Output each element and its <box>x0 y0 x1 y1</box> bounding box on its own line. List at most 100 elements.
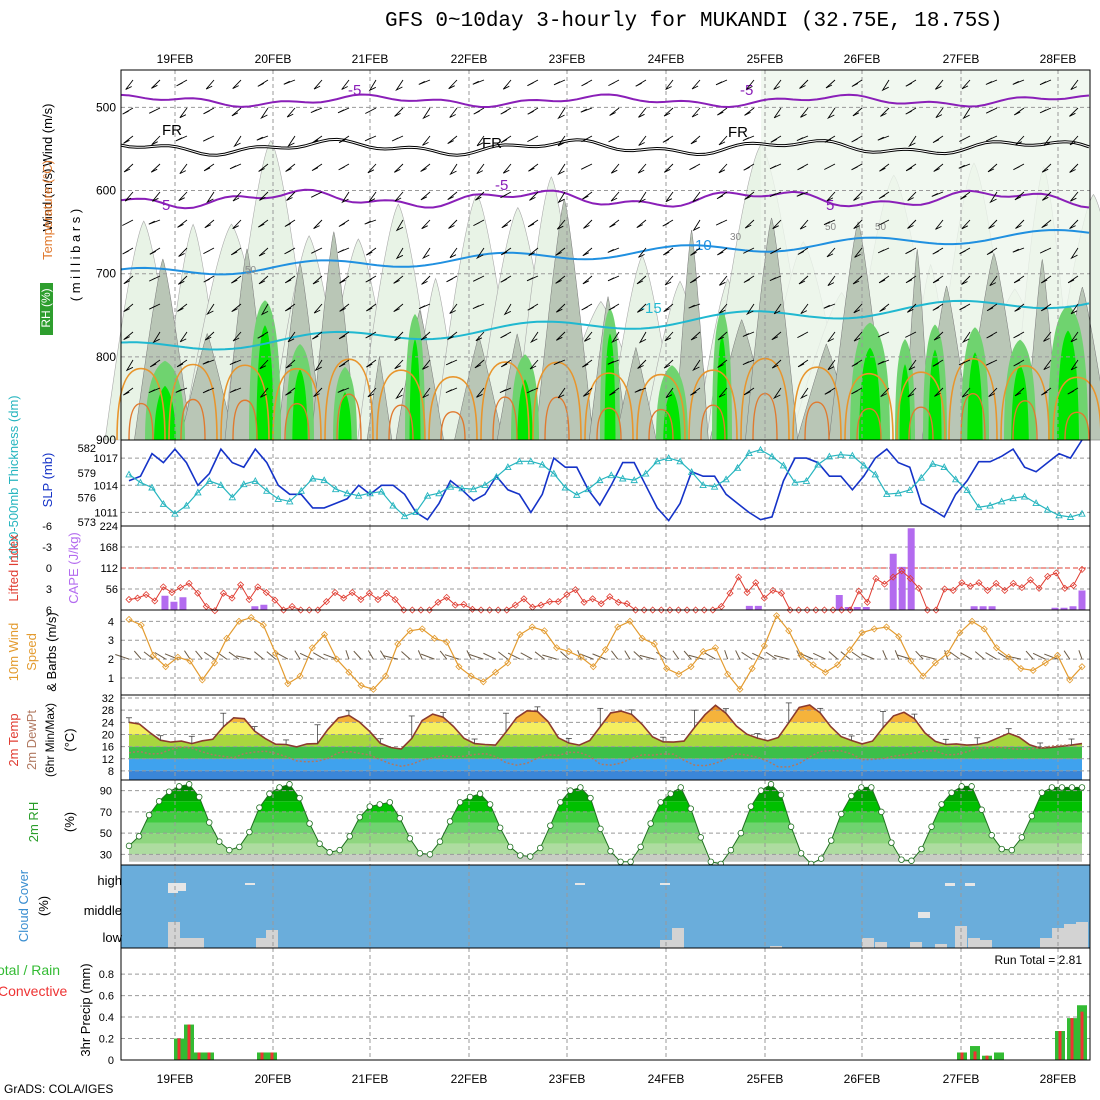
wind-barb <box>665 387 674 399</box>
wind-barb <box>826 191 836 202</box>
thickness-marker <box>435 489 443 497</box>
wind-barb <box>152 191 161 202</box>
cape-bar <box>754 605 762 610</box>
rh-contour-bright <box>899 364 911 440</box>
wind-speed-marker <box>772 612 781 620</box>
wind-barb <box>148 275 161 282</box>
thickness-marker <box>400 512 409 520</box>
cloud-middle-bar <box>918 912 930 918</box>
wind-barb <box>962 107 971 120</box>
rh-band <box>129 790 1082 802</box>
lifted-index-marker <box>1078 565 1086 573</box>
temperature-contour-25 <box>376 369 426 441</box>
wind-barb <box>123 275 134 285</box>
surface-wind-barb <box>774 654 789 660</box>
thickness-marker <box>285 497 294 505</box>
temperature-contour-30 <box>388 404 414 441</box>
wind-barb <box>638 191 647 204</box>
temperature-band <box>129 746 1082 759</box>
wind-barb <box>581 79 593 87</box>
wind-barb <box>691 79 701 90</box>
wind-barb <box>422 359 431 370</box>
surface-wind-barb <box>184 650 191 660</box>
wind-barb <box>880 107 890 117</box>
thickness-marker <box>331 485 340 493</box>
wind-barb <box>313 303 323 314</box>
wind-barb <box>314 359 323 372</box>
y-tick-thickness: 582 <box>78 443 96 455</box>
rh-band <box>129 784 1082 791</box>
wind-barb <box>1040 303 1052 312</box>
wind-barb <box>853 219 863 230</box>
wind-barb <box>205 79 215 90</box>
wind-barb <box>744 219 755 229</box>
wind-barb <box>285 163 296 172</box>
surface-wind-barb <box>345 650 350 660</box>
wind-barb <box>420 191 431 201</box>
wind-barb <box>851 79 863 87</box>
surface-wind-barb <box>985 652 997 660</box>
surface-wind-barb <box>444 654 460 660</box>
wind-barb <box>258 219 269 228</box>
wind-speed-marker <box>797 651 805 659</box>
wind-barb <box>204 219 215 229</box>
wind-barb <box>338 331 350 340</box>
date-label-bottom: 26FEB <box>844 1072 881 1086</box>
panel-frame <box>120 947 1091 1061</box>
wind-barb <box>985 107 998 114</box>
wind-barb <box>1014 387 1025 397</box>
rh-marker <box>406 835 414 842</box>
wind-barb <box>582 359 593 368</box>
wind-barb <box>258 247 269 257</box>
cloud-low-bar <box>1076 922 1088 948</box>
wind-barb <box>393 303 404 313</box>
wind-barb <box>799 219 809 230</box>
wind-barb <box>879 163 890 172</box>
rh-band <box>129 822 1082 834</box>
lifted-index-marker <box>906 574 914 583</box>
wind-barb <box>799 79 809 89</box>
wind-speed-marker <box>418 625 426 633</box>
wind-barb <box>796 135 809 142</box>
thickness-marker <box>837 450 845 458</box>
wind-barb <box>961 275 971 285</box>
contour-label: FR <box>728 124 748 141</box>
temperature-contour-30 <box>492 396 518 441</box>
wind-barb <box>1043 331 1052 342</box>
surface-wind-barb <box>520 652 533 660</box>
wind-barb <box>1015 135 1025 146</box>
wind-barb <box>689 163 701 171</box>
wind-barb <box>932 135 944 144</box>
thickness-marker <box>354 491 363 499</box>
wind-barb <box>742 359 755 366</box>
lifted-index-marker <box>563 591 571 599</box>
wind-barb <box>151 79 161 89</box>
wind-barb <box>122 107 134 115</box>
thickness-marker <box>641 469 650 477</box>
wind-speed-marker <box>565 647 573 656</box>
thickness-marker <box>883 490 891 498</box>
wind-barb <box>934 387 944 397</box>
lifted-index-marker <box>383 589 391 597</box>
rh-marker <box>677 784 684 791</box>
wind-barb <box>286 191 296 201</box>
panel-frame <box>120 439 1091 527</box>
wind-barb <box>583 219 593 229</box>
rh-band <box>129 811 1082 823</box>
wind-speed-marker <box>382 672 390 680</box>
wind-speed-marker <box>479 678 487 686</box>
rh-marker <box>657 799 664 806</box>
rh-marker <box>577 784 584 791</box>
y-axis-label-precip: 3hr Precip (mm) <box>78 963 93 1056</box>
y-tick-slp: 1014 <box>94 480 118 492</box>
grads-credit: GrADS: COLA/IGES <box>4 1082 114 1096</box>
rh-marker <box>456 799 464 806</box>
isotherm-minus10 <box>120 228 1090 276</box>
wind-barb <box>1040 275 1052 284</box>
surface-wind-barb <box>353 650 362 660</box>
rh-contour-bright <box>928 349 942 440</box>
lifted-index-marker <box>443 593 451 601</box>
lifted-index-marker <box>357 595 365 604</box>
wind-barb <box>125 79 134 90</box>
wind-speed-marker <box>320 630 329 639</box>
